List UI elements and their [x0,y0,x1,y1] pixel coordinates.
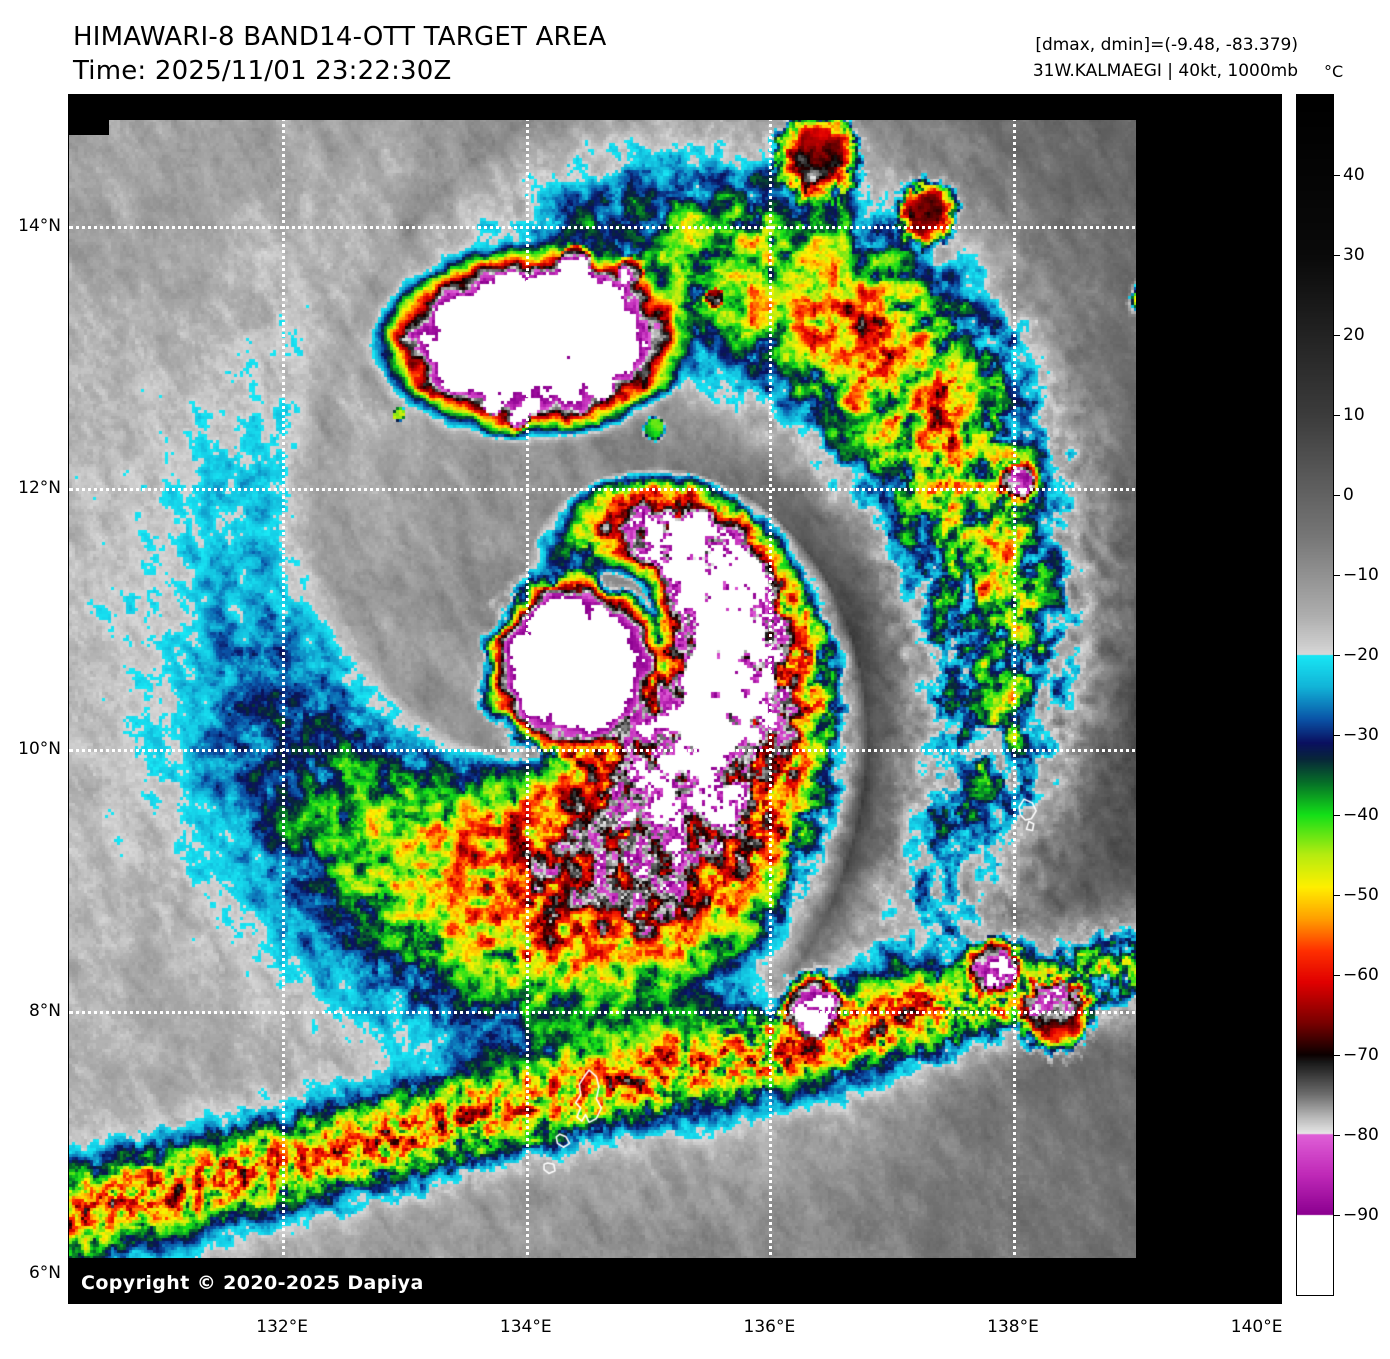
colorbar-tick-label: 30 [1343,245,1365,265]
colorbar-tick-label: −50 [1343,885,1379,905]
satellite-infrared-raster [69,95,1281,1303]
colorbar-tick-mark [1333,815,1340,816]
colorbar-tick-mark [1333,255,1340,256]
colorbar-tick-mark [1333,415,1340,416]
lat-tick-label: 6°N [28,1262,61,1283]
colorbar-unit-label: °C [1324,62,1344,81]
colorbar-tick-label: 10 [1343,405,1365,425]
colorbar-tick-mark [1333,655,1340,656]
lat-tick-label: 12°N [18,477,61,498]
colorbar-tick-label: −20 [1343,645,1379,665]
colorbar-tick-label: −40 [1343,805,1379,825]
lon-tick-label: 132°E [256,1317,309,1337]
colorbar-tick-label: 20 [1343,325,1365,345]
colorbar-tick-label: −90 [1343,1205,1379,1225]
temperature-colorbar[interactable] [1297,95,1333,1295]
colorbar-tick-mark [1333,175,1340,176]
colorbar-tick-mark [1333,735,1340,736]
lon-tick-label: 140°E [1230,1317,1283,1337]
colorbar-tick-label: 0 [1343,485,1354,505]
dmax-dmin-readout: [dmax, dmin]=(-9.48, -83.379) [1035,35,1298,55]
lat-tick-label: 14°N [18,215,61,236]
copyright-notice: Copyright © 2020-2025 Dapiya [81,1272,424,1294]
colorbar-gradient [1297,95,1333,1295]
satellite-image-plot[interactable]: Copyright © 2020-2025 Dapiya [69,95,1281,1303]
colorbar-tick-mark [1333,335,1340,336]
colorbar-tick-label: −70 [1343,1045,1379,1065]
colorbar-tick-label: −80 [1343,1125,1379,1145]
lat-tick-label: 8°N [28,1001,61,1022]
colorbar-tick-mark [1333,495,1340,496]
lat-tick-label: 10°N [18,739,61,760]
page-title: HIMAWARI-8 BAND14-OTT TARGET AREA Time: … [73,20,606,88]
lon-tick-label: 138°E [987,1317,1039,1337]
colorbar-tick-mark [1333,575,1340,576]
colorbar-tick-mark [1333,895,1340,896]
storm-readout: 31W.KALMAEGI | 40kt, 1000mb [1032,61,1298,81]
scene-metadata: [dmax, dmin]=(-9.48, -83.379) 31W.KALMAE… [1033,32,1298,84]
title-line-2: Time: 2025/11/01 23:22:30Z [73,56,452,86]
colorbar-tick-label: −60 [1343,965,1379,985]
colorbar-tick-mark [1333,1055,1340,1056]
colorbar-tick-label: −30 [1343,725,1379,745]
lon-tick-label: 136°E [743,1317,796,1337]
colorbar-tick-mark [1333,975,1340,976]
title-line-1: HIMAWARI-8 BAND14-OTT TARGET AREA [73,22,607,52]
colorbar-tick-mark [1333,1135,1340,1136]
colorbar-tick-mark [1333,1215,1340,1216]
colorbar-tick-label: −10 [1343,565,1379,585]
lon-tick-label: 134°E [499,1317,552,1337]
colorbar-tick-label: 40 [1343,165,1365,185]
